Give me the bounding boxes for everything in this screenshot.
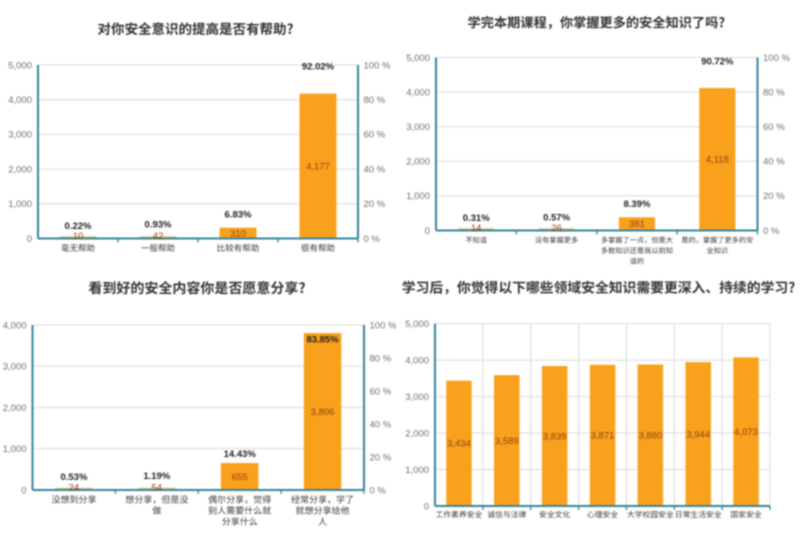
svg-text:6.83%: 6.83% [225, 210, 252, 221]
svg-text:3,589: 3,589 [495, 436, 519, 447]
svg-text:0: 0 [21, 485, 26, 496]
svg-text:4,000: 4,000 [406, 87, 430, 98]
svg-text:0.22%: 0.22% [65, 221, 92, 232]
svg-text:3,000: 3,000 [406, 122, 430, 133]
svg-text:24: 24 [69, 482, 80, 493]
svg-text:40 %: 40 % [370, 419, 392, 430]
svg-text:80 %: 80 % [364, 95, 386, 106]
svg-text:1,000: 1,000 [406, 191, 430, 202]
svg-text:0.31%: 0.31% [463, 213, 490, 224]
svg-text:40 %: 40 % [364, 164, 386, 175]
svg-text:40 %: 40 % [763, 157, 785, 168]
svg-text:60 %: 60 % [370, 386, 392, 397]
svg-text:26: 26 [551, 223, 562, 234]
svg-text:20 %: 20 % [370, 452, 392, 463]
svg-text:4,118: 4,118 [706, 155, 729, 166]
svg-text:0: 0 [27, 234, 32, 245]
svg-text:0.93%: 0.93% [145, 220, 172, 231]
svg-text:1,000: 1,000 [3, 444, 27, 455]
svg-text:1,000: 1,000 [8, 199, 32, 210]
svg-text:83.85%: 83.85% [306, 335, 339, 346]
svg-text:100 %: 100 % [370, 320, 397, 331]
svg-text:20 %: 20 % [364, 199, 386, 210]
svg-text:0 %: 0 % [364, 234, 381, 245]
svg-text:310: 310 [230, 228, 246, 239]
svg-text:3,880: 3,880 [638, 431, 662, 442]
svg-text:80 %: 80 % [763, 87, 785, 98]
svg-text:3,871: 3,871 [591, 431, 615, 442]
svg-text:3,806: 3,806 [311, 407, 335, 418]
svg-text:0: 0 [424, 501, 429, 512]
svg-text:92.02%: 92.02% [302, 62, 335, 73]
svg-text:2,000: 2,000 [405, 428, 429, 439]
svg-text:4,000: 4,000 [8, 95, 32, 106]
svg-text:381: 381 [629, 219, 645, 230]
svg-text:3,000: 3,000 [405, 392, 429, 403]
svg-text:42: 42 [153, 231, 164, 242]
svg-text:3,434: 3,434 [447, 439, 471, 450]
svg-text:3,000: 3,000 [3, 362, 27, 373]
svg-text:100 %: 100 % [364, 60, 391, 71]
svg-text:2,000: 2,000 [8, 164, 32, 175]
svg-text:60 %: 60 % [364, 130, 386, 141]
svg-text:60 %: 60 % [763, 122, 785, 133]
svg-text:0 %: 0 % [370, 485, 387, 496]
svg-text:90.72%: 90.72% [701, 56, 734, 67]
svg-text:2,000: 2,000 [3, 403, 27, 414]
svg-text:0: 0 [425, 226, 430, 237]
svg-text:54: 54 [152, 482, 163, 493]
svg-text:5,000: 5,000 [406, 53, 430, 64]
svg-text:80 %: 80 % [370, 353, 392, 364]
svg-text:5,000: 5,000 [405, 319, 429, 330]
svg-text:4,073: 4,073 [734, 427, 758, 438]
svg-text:14.43%: 14.43% [224, 449, 257, 460]
svg-text:8.39%: 8.39% [623, 199, 650, 210]
svg-text:2,000: 2,000 [406, 157, 430, 168]
svg-text:20 %: 20 % [763, 191, 785, 202]
svg-text:14: 14 [471, 223, 482, 234]
svg-text:5,000: 5,000 [8, 60, 32, 71]
svg-text:0.57%: 0.57% [543, 212, 570, 223]
svg-text:4,000: 4,000 [405, 355, 429, 366]
svg-text:655: 655 [232, 472, 248, 483]
svg-text:4,177: 4,177 [306, 161, 330, 172]
svg-text:10: 10 [73, 231, 84, 242]
svg-text:3,839: 3,839 [543, 431, 567, 442]
svg-text:4,000: 4,000 [3, 320, 27, 331]
svg-text:100 %: 100 % [763, 53, 790, 64]
svg-text:0 %: 0 % [763, 226, 780, 237]
svg-text:3,944: 3,944 [686, 429, 710, 440]
svg-text:0.53%: 0.53% [60, 472, 87, 483]
svg-text:1.19%: 1.19% [143, 471, 170, 482]
svg-text:3,000: 3,000 [8, 130, 32, 141]
svg-text:1,000: 1,000 [405, 465, 429, 476]
